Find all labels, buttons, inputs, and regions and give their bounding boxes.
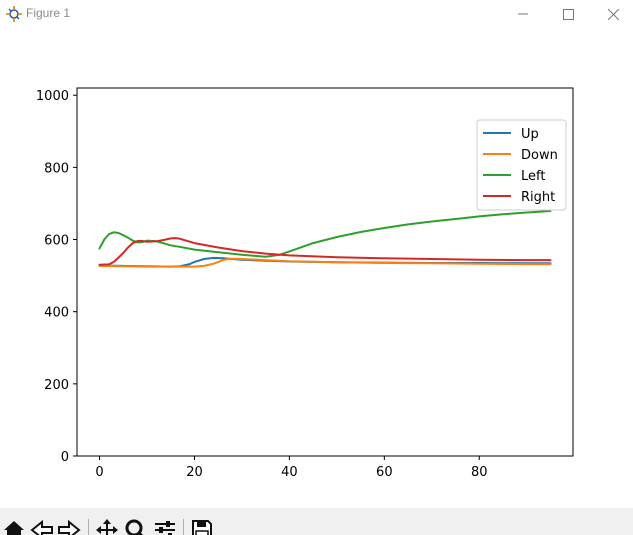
- minimize-icon: [518, 9, 528, 19]
- maximize-icon: [562, 8, 574, 20]
- maximize-button[interactable]: [545, 0, 591, 28]
- pan-icon: [95, 519, 119, 535]
- forward-button[interactable]: [57, 518, 81, 535]
- home-icon: [2, 521, 26, 535]
- x-tick-label: 60: [376, 465, 393, 480]
- x-tick-label: 20: [186, 465, 203, 480]
- y-tick-label: 1000: [36, 89, 69, 104]
- legend-label-down: Down: [521, 148, 558, 163]
- y-tick-label: 0: [61, 450, 69, 465]
- figure-canvas: 0 20 40 60 80 0 200 400 600 800 1000 Up Down Left Ri…: [0, 28, 633, 508]
- back-button[interactable]: [30, 518, 54, 535]
- legend-label-left: Left: [521, 169, 545, 184]
- navigation-toolbar: [0, 508, 633, 535]
- configure-subplots-icon: [153, 521, 177, 535]
- legend-label-right: Right: [521, 190, 555, 205]
- close-icon: [607, 8, 619, 20]
- y-axis: 0 200 400 600 800 1000: [36, 89, 77, 465]
- axes-frame: [76, 87, 574, 457]
- x-tick-label: 40: [281, 465, 298, 480]
- zoom-icon: [124, 519, 148, 535]
- y-tick-label: 600: [44, 234, 69, 249]
- series-line-down: [98, 257, 552, 268]
- line-chart: 0 20 40 60 80 0 200 400 600 800 1000 Up Down Left Ri…: [36, 87, 574, 480]
- save-icon: [190, 520, 214, 535]
- x-tick-label: 0: [95, 465, 103, 480]
- title-bar: Figure 1: [0, 0, 633, 28]
- y-tick-label: 800: [44, 161, 69, 176]
- forward-icon: [57, 519, 81, 535]
- series-layer: [98, 210, 552, 268]
- back-icon: [30, 519, 54, 535]
- y-tick-label: 400: [44, 306, 69, 321]
- save-button[interactable]: [190, 518, 214, 535]
- zoom-button[interactable]: [124, 518, 148, 535]
- home-button[interactable]: [2, 518, 26, 535]
- y-tick-label: 200: [44, 378, 69, 393]
- legend-label-up: Up: [521, 127, 539, 142]
- configure-subplots-button[interactable]: [153, 518, 177, 535]
- x-axis: 0 20 40 60 80: [95, 456, 488, 480]
- series-line-left: [98, 210, 552, 258]
- toolbar-separator: [183, 519, 184, 535]
- series-line-right: [98, 237, 552, 266]
- pan-button[interactable]: [95, 518, 119, 535]
- toolbar-separator: [88, 519, 89, 535]
- x-tick-label: 80: [471, 465, 488, 480]
- close-button[interactable]: [590, 0, 633, 28]
- window-title: Figure 1: [26, 6, 71, 20]
- minimize-button[interactable]: [500, 0, 546, 28]
- legend-frame: [476, 119, 567, 211]
- legend: Up Down Left Right: [476, 119, 567, 211]
- matplotlib-figure-icon: [5, 5, 23, 23]
